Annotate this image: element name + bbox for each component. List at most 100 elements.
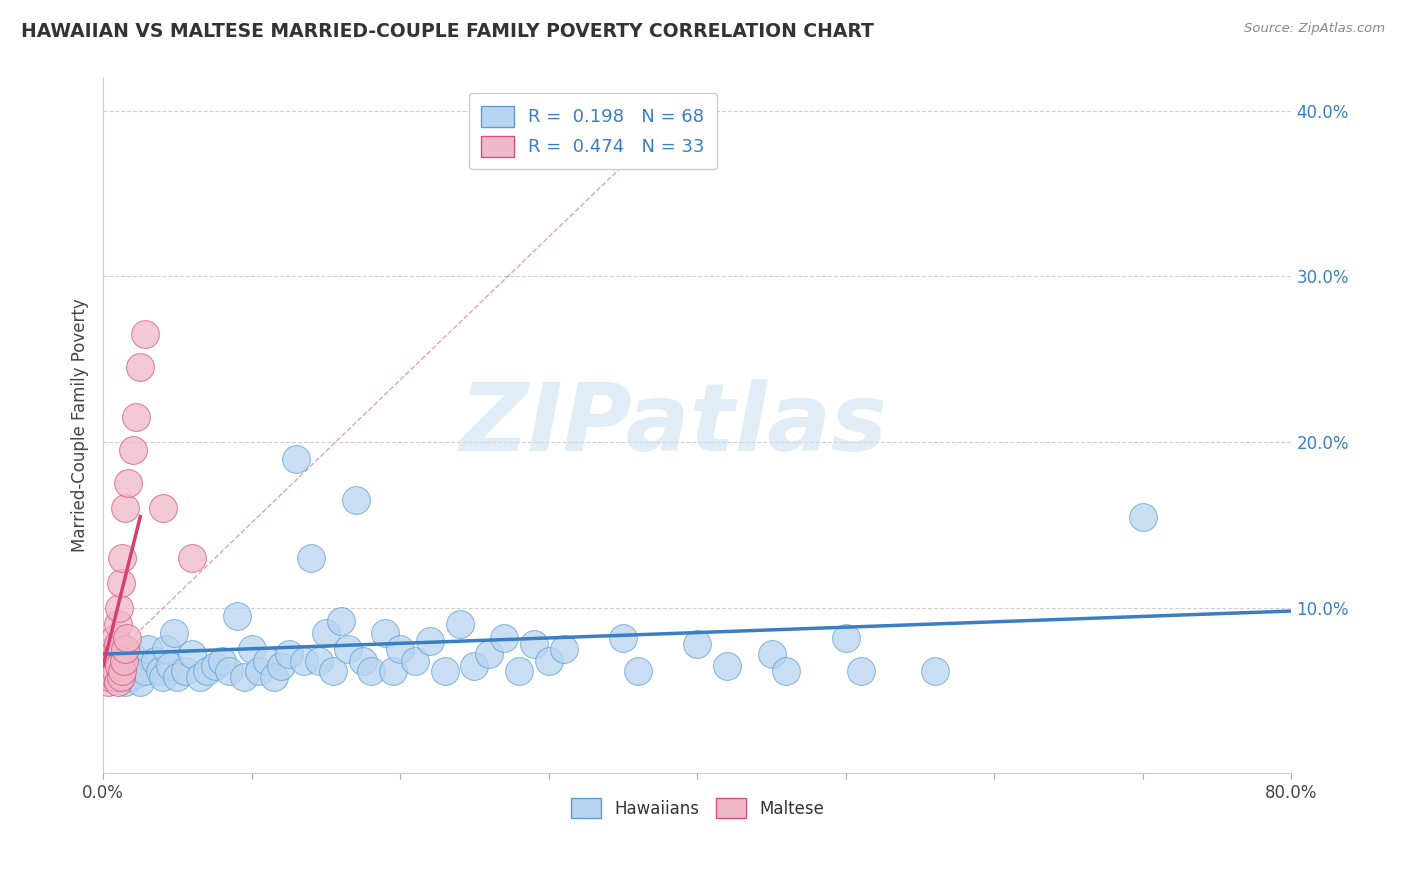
Point [103, 642, 125, 657]
Point [101, 647, 124, 661]
Point [121, 443, 143, 458]
Point [100, 647, 122, 661]
Point [143, 654, 166, 668]
Point [114, 501, 136, 516]
Point [523, 637, 546, 651]
Point [114, 642, 136, 657]
Point [204, 658, 226, 673]
Point [270, 658, 292, 673]
Text: ZIPatlas: ZIPatlas [460, 379, 887, 472]
Point [110, 670, 132, 684]
Point [125, 410, 148, 425]
Point [181, 551, 204, 566]
Point [118, 670, 141, 684]
Point [494, 631, 516, 645]
Point [112, 654, 135, 668]
Point [433, 664, 456, 678]
Point [125, 667, 148, 681]
Point [478, 647, 501, 661]
Point [389, 642, 412, 657]
Point [148, 664, 170, 678]
Point [104, 654, 127, 668]
Point [173, 664, 195, 678]
Point [114, 675, 136, 690]
Point [553, 642, 575, 657]
Point [181, 647, 204, 661]
Point [374, 625, 396, 640]
Point [108, 658, 131, 673]
Point [129, 675, 152, 690]
Point [322, 664, 344, 678]
Point [107, 658, 129, 673]
Point [136, 642, 159, 657]
Point [360, 664, 382, 678]
Point [104, 631, 127, 645]
Point [94, 667, 117, 681]
Point [627, 664, 650, 678]
Point [107, 675, 129, 690]
Point [104, 670, 127, 684]
Legend: Hawaiians, Maltese: Hawaiians, Maltese [564, 792, 831, 824]
Point [292, 654, 315, 668]
Point [277, 647, 299, 661]
Point [285, 451, 308, 466]
Point [537, 654, 560, 668]
Point [263, 670, 285, 684]
Point [419, 633, 441, 648]
Point [134, 327, 156, 342]
Point [101, 658, 124, 673]
Point [105, 650, 128, 665]
Point [315, 625, 337, 640]
Text: Source: ZipAtlas.com: Source: ZipAtlas.com [1244, 22, 1385, 36]
Point [337, 642, 360, 657]
Point [233, 670, 256, 684]
Point [121, 650, 143, 665]
Point [775, 664, 797, 678]
Point [835, 631, 858, 645]
Point [849, 664, 872, 678]
Point [329, 614, 352, 628]
Point [100, 654, 122, 668]
Point [97, 675, 120, 690]
Point [218, 664, 240, 678]
Point [308, 654, 330, 668]
Point [612, 631, 634, 645]
Point [107, 637, 129, 651]
Point [188, 670, 211, 684]
Point [463, 658, 485, 673]
Point [98, 670, 121, 684]
Point [716, 658, 738, 673]
Point [686, 637, 709, 651]
Point [155, 642, 177, 657]
Point [508, 664, 530, 678]
Point [100, 664, 122, 678]
Point [166, 670, 188, 684]
Point [103, 667, 125, 681]
Point [449, 617, 471, 632]
Point [110, 667, 132, 681]
Point [299, 551, 322, 566]
Point [129, 360, 152, 375]
Point [381, 664, 404, 678]
Point [195, 664, 218, 678]
Point [924, 664, 946, 678]
Point [105, 664, 128, 678]
Point [152, 670, 174, 684]
Point [1132, 509, 1154, 524]
Point [110, 575, 132, 590]
Point [163, 625, 186, 640]
Point [134, 664, 156, 678]
Point [352, 654, 374, 668]
Text: HAWAIIAN VS MALTESE MARRIED-COUPLE FAMILY POVERTY CORRELATION CHART: HAWAIIAN VS MALTESE MARRIED-COUPLE FAMIL… [21, 22, 875, 41]
Point [111, 664, 134, 678]
Point [108, 600, 131, 615]
Y-axis label: Married-Couple Family Poverty: Married-Couple Family Poverty [72, 299, 89, 552]
Point [225, 609, 247, 624]
Point [211, 654, 233, 668]
Point [761, 647, 783, 661]
Point [247, 664, 270, 678]
Point [117, 476, 139, 491]
Point [152, 501, 174, 516]
Point [107, 617, 129, 632]
Point [159, 658, 181, 673]
